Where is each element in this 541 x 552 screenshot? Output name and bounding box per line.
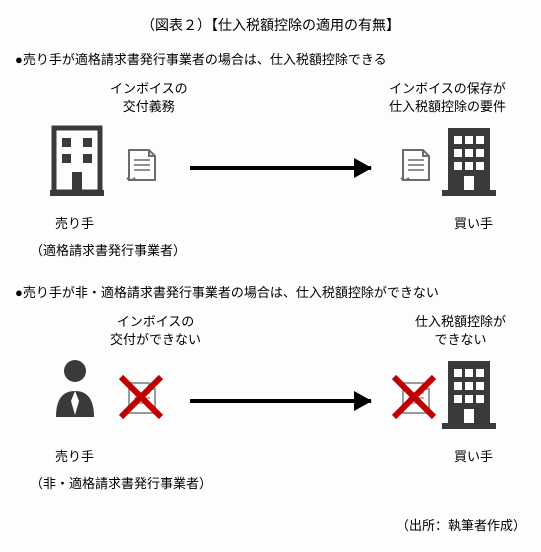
buyer-bottom-label-2: 買い手 <box>454 446 493 465</box>
arrow-icon <box>190 166 371 170</box>
buyer-top-label-2: 仕入税額控除ができない <box>415 313 506 349</box>
scenario2-diagram: インボイスの交付ができない 仕入税額控除ができない <box>15 311 526 501</box>
seller-subnote: （適格請求書発行事業者） <box>30 240 186 259</box>
buyer-building-icon <box>442 124 496 196</box>
seller-bottom-label: 売り手 <box>55 213 94 232</box>
buyer-bottom-label: 買い手 <box>454 213 493 232</box>
invoice-doc-left-icon <box>125 148 157 182</box>
seller-building-icon <box>50 124 104 196</box>
invoice-doc-left-crossed-icon <box>125 381 157 415</box>
seller-subnote-2: （非・適格請求書発行事業者） <box>30 473 212 492</box>
invoice-doc-right-icon <box>399 148 431 182</box>
seller-bottom-label-2: 売り手 <box>55 446 94 465</box>
buyer-building-icon-2 <box>442 357 496 429</box>
figure-title: （図表２）【仕入税額控除の適用の有無】 <box>15 15 526 35</box>
seller-top-label: インボイスの交付義務 <box>110 80 188 116</box>
seller-top-label-2: インボイスの交付ができない <box>110 313 201 349</box>
invoice-doc-right-crossed-icon <box>399 381 431 415</box>
scenario1-diagram: インボイスの交付義務 インボイスの保存が仕入税額控除の要件 <box>15 78 526 268</box>
scenario1-bullet: ●売り手が適格請求書発行事業者の場合は、仕入税額控除できる <box>15 49 526 68</box>
buyer-top-label: インボイスの保存が仕入税額控除の要件 <box>389 80 506 116</box>
seller-person-icon <box>50 357 100 419</box>
arrow-icon-2 <box>190 399 371 403</box>
scenario2-bullet: ●売り手が非・適格請求書発行事業者の場合は、仕入税額控除ができない <box>15 282 526 301</box>
source-note: （出所：執筆者作成） <box>15 515 526 534</box>
